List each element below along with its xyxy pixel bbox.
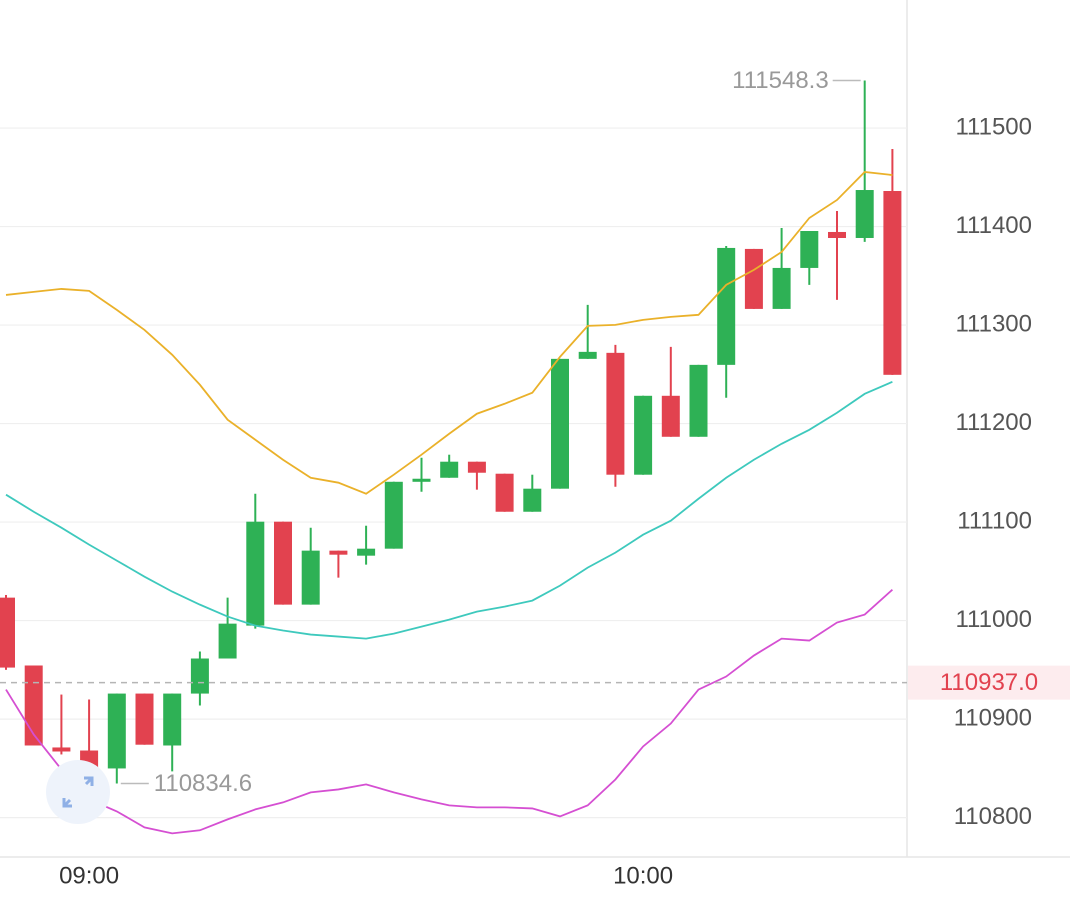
candle-body (135, 693, 154, 745)
candle-body (301, 550, 320, 605)
candle-body (578, 351, 597, 359)
candle-body (523, 488, 542, 512)
candle-body (661, 395, 680, 437)
candle-body (384, 481, 403, 549)
indicator-line (5, 171, 893, 495)
x-tick-label: 09:00 (59, 862, 119, 889)
candle-body (855, 190, 874, 238)
candle-body (357, 548, 376, 556)
candle-body (717, 247, 736, 365)
candle-body (689, 364, 708, 437)
candle-body (412, 478, 431, 482)
candle-body (772, 267, 791, 309)
candle-body (329, 550, 348, 555)
high-annotation: 111548.3 (732, 67, 829, 94)
candle-body (218, 623, 237, 659)
expand-button[interactable] (46, 760, 110, 824)
candle-body (495, 473, 514, 512)
y-tick-label: 111500 (955, 113, 1032, 140)
y-tick-label: 111300 (955, 310, 1032, 337)
candle-body (744, 248, 763, 309)
candle-body (107, 693, 126, 769)
y-tick-label: 111400 (955, 212, 1032, 239)
candle-body (606, 352, 625, 475)
candle-body (0, 597, 15, 668)
expand-icon (62, 776, 94, 808)
candle-body (883, 191, 902, 375)
candle-body (467, 461, 486, 473)
candle-body (440, 461, 459, 478)
last-price-bg (908, 665, 1070, 700)
candle-body (190, 658, 209, 694)
y-tick-label: 111200 (955, 409, 1032, 436)
y-tick-label: 110900 (954, 704, 1032, 731)
candle-body (246, 521, 265, 626)
indicator-line (5, 380, 893, 640)
candle-body (634, 395, 653, 475)
candle-body (163, 693, 182, 746)
candle-body (800, 230, 819, 268)
y-tick-label: 111000 (955, 606, 1032, 633)
y-tick-label: 111100 (957, 507, 1032, 534)
candle-body (52, 747, 71, 752)
last-price-label: 110937.0 (940, 669, 1038, 696)
candle-body (828, 231, 846, 238)
candle-body (551, 358, 569, 489)
x-tick-label: 10:00 (613, 862, 673, 889)
y-tick-label: 110800 (954, 803, 1032, 830)
indicator-line (5, 588, 894, 835)
candle-body (274, 521, 292, 605)
low-annotation: 110834.6 (154, 770, 252, 797)
expand-button-bg (46, 760, 110, 824)
